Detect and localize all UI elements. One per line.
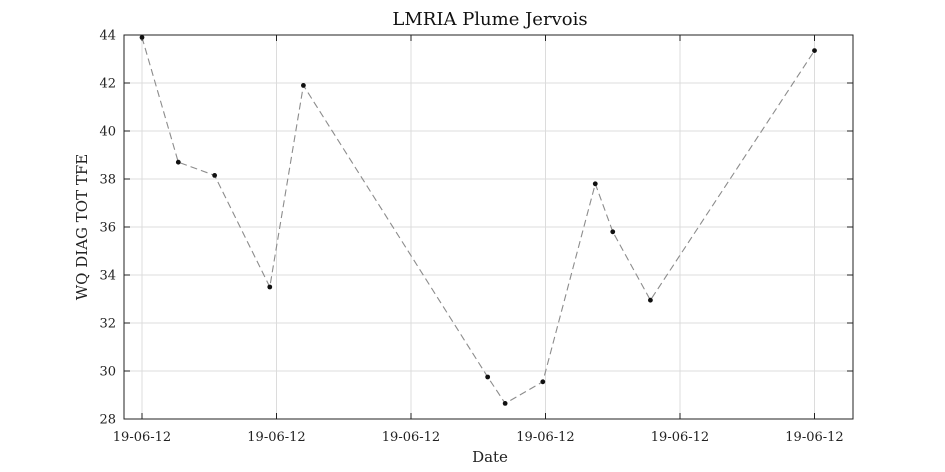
- data-point: [139, 35, 145, 40]
- series-line: [141, 37, 815, 405]
- x-axis-label: Date: [472, 448, 508, 466]
- y-tick-label: 32: [99, 317, 116, 332]
- y-tick-label: 40: [99, 125, 116, 140]
- y-tick-label: 36: [99, 221, 116, 236]
- data-point: [812, 48, 817, 53]
- data-point: [175, 159, 181, 165]
- x-tick-label: 19-06-12: [516, 430, 574, 445]
- x-tick-label: 19-06-12: [785, 430, 843, 445]
- data-point: [502, 401, 508, 406]
- y-tick-label: 30: [99, 365, 116, 380]
- y-axis-ticks: 28 30 32 34 36 38 40 42 44: [99, 29, 853, 428]
- x-tick-label: 19-06-12: [113, 430, 171, 445]
- x-tick-label: 19-06-12: [651, 430, 709, 445]
- data-point: [540, 379, 546, 385]
- data-points: [139, 35, 817, 406]
- y-tick-label: 38: [99, 173, 116, 188]
- data-point: [592, 181, 598, 187]
- y-tick-label: 42: [99, 77, 116, 92]
- y-tick-label: 44: [99, 29, 116, 44]
- data-point: [610, 229, 616, 235]
- y-axis-label: WQ DIAG TOT TFE: [73, 154, 91, 300]
- data-point: [301, 83, 306, 88]
- y-tick-label: 28: [99, 413, 116, 428]
- y-tick-label: 34: [99, 269, 116, 284]
- data-point: [485, 374, 491, 380]
- grid-lines: [124, 34, 853, 420]
- data-point: [212, 173, 218, 178]
- data-point: [267, 284, 273, 290]
- x-tick-label: 19-06-12: [247, 430, 305, 445]
- x-axis-ticks: 19-06-12 19-06-12 19-06-12 19-06-12 19-06-12…: [113, 35, 844, 445]
- chart-title: LMRIA Plume Jervois: [392, 9, 587, 30]
- x-tick-label: 19-06-12: [382, 430, 440, 445]
- data-point: [648, 297, 653, 303]
